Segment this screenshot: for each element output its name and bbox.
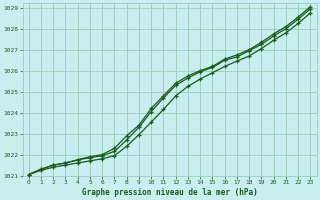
X-axis label: Graphe pression niveau de la mer (hPa): Graphe pression niveau de la mer (hPa)	[82, 188, 258, 197]
